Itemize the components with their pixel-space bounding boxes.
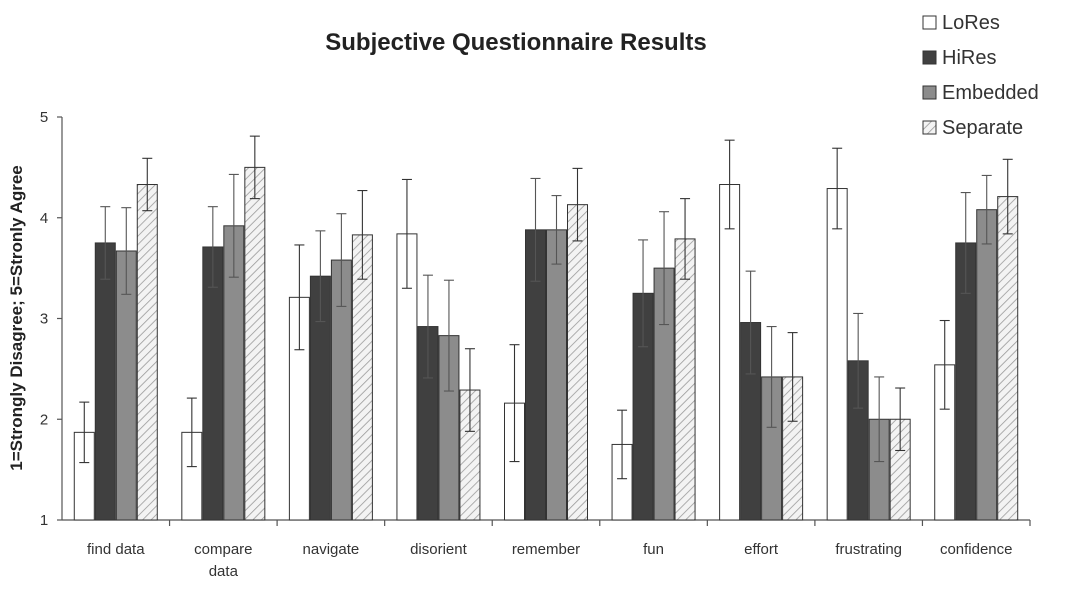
legend-label-separate: Separate bbox=[942, 117, 1023, 139]
x-tick-label: find data bbox=[87, 541, 145, 558]
bar-separate bbox=[674, 238, 696, 521]
bar-embedded bbox=[976, 209, 998, 521]
x-tick-label: compare data bbox=[194, 541, 252, 580]
chart-title: Subjective Questionnaire Results bbox=[325, 29, 706, 56]
bar-separate bbox=[997, 196, 1019, 521]
x-tick-label: remember bbox=[512, 541, 580, 558]
y-tick-label: 1 bbox=[40, 512, 48, 529]
y-axis-label: 1=Strongly Disagree; 5=Stronly Agree bbox=[7, 165, 26, 470]
bar-separate bbox=[567, 204, 588, 521]
error-bars bbox=[79, 135, 1013, 480]
x-tick-label: effort bbox=[744, 541, 779, 558]
bar-hires bbox=[94, 242, 116, 521]
legend: LoRes HiRes Embedded Separate bbox=[922, 12, 1039, 139]
bar-embedded bbox=[546, 229, 567, 521]
legend-swatch-hires bbox=[922, 50, 937, 65]
x-tick-label: fun bbox=[643, 541, 664, 558]
bar-separate bbox=[244, 166, 266, 521]
x-tick-label: navigate bbox=[303, 541, 360, 558]
legend-label-embedded: Embedded bbox=[942, 82, 1039, 104]
legend-label-lores: LoRes bbox=[942, 12, 1000, 34]
bars bbox=[73, 166, 1019, 521]
legend-label-hires: HiRes bbox=[942, 47, 996, 69]
x-tick-label: frustrating bbox=[835, 541, 902, 558]
y-tick-label: 5 bbox=[40, 109, 48, 126]
y-tick-label: 4 bbox=[40, 210, 48, 227]
legend-swatch-separate bbox=[922, 120, 937, 135]
y-tick-label: 2 bbox=[40, 411, 48, 428]
bar-lores bbox=[719, 184, 741, 521]
legend-swatch-embedded bbox=[922, 85, 937, 100]
bar-hires bbox=[202, 246, 224, 521]
x-tick-label: disorient bbox=[410, 541, 468, 558]
bar-lores bbox=[826, 188, 848, 521]
legend-swatch-lores bbox=[922, 15, 937, 30]
axes: 1 2 3 4 5 find data compare data navigate disorie… bbox=[40, 109, 1031, 580]
x-tick-label: confidence bbox=[940, 541, 1013, 558]
bar-separate bbox=[136, 184, 158, 521]
y-tick-label: 3 bbox=[40, 311, 48, 328]
